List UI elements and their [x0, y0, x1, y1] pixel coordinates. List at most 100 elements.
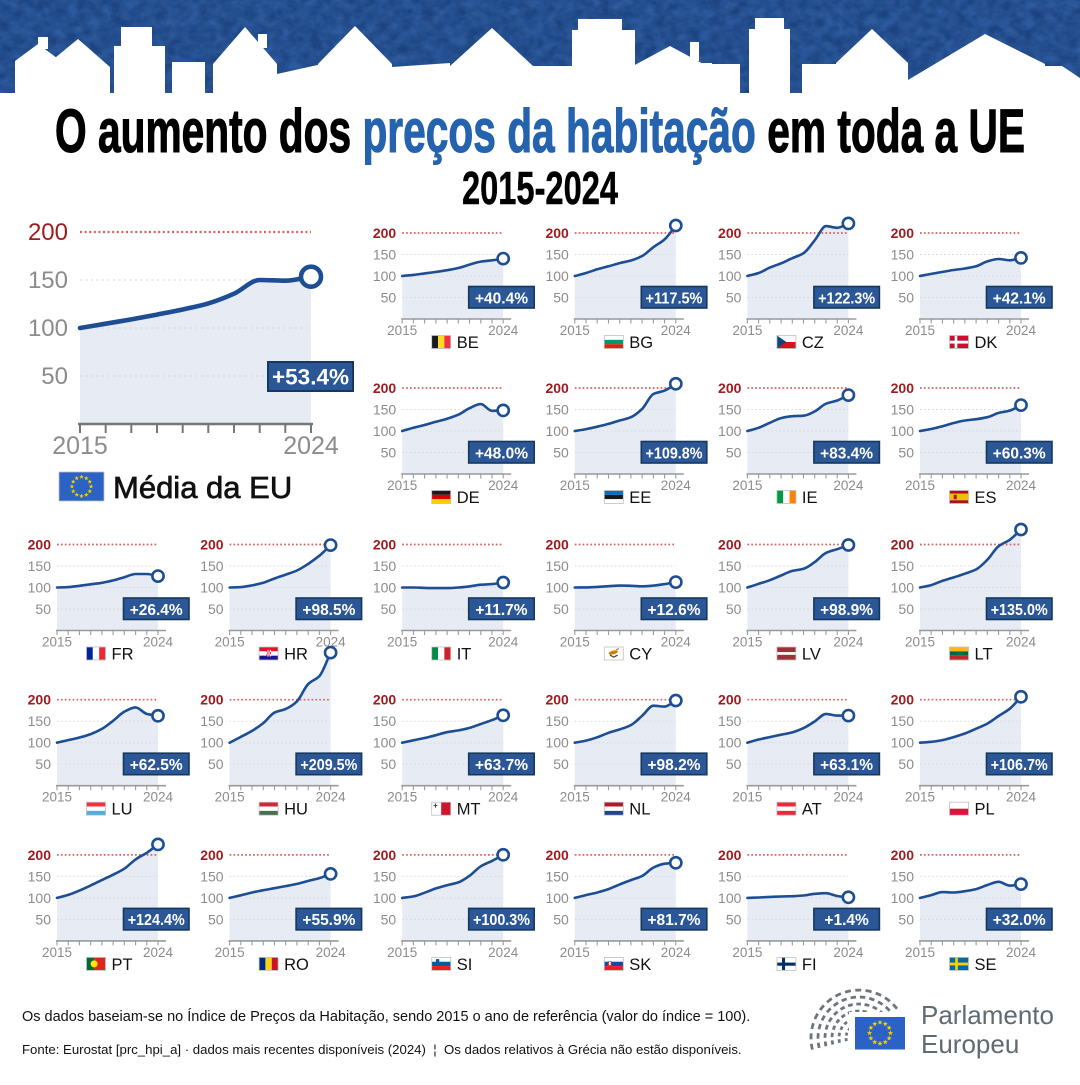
- svg-text:2024: 2024: [1006, 323, 1037, 338]
- svg-text:2015: 2015: [732, 945, 762, 960]
- svg-text:150: 150: [891, 247, 915, 263]
- svg-text:50: 50: [208, 911, 224, 927]
- svg-text:RO: RO: [284, 956, 309, 974]
- svg-text:50: 50: [381, 445, 397, 461]
- svg-text:100: 100: [28, 735, 52, 751]
- svg-text:CZ: CZ: [802, 334, 824, 352]
- svg-text:2024: 2024: [1006, 635, 1037, 650]
- svg-text:50: 50: [553, 911, 569, 927]
- svg-text:150: 150: [718, 247, 742, 263]
- svg-text:150: 150: [28, 868, 52, 884]
- svg-text:2015: 2015: [732, 635, 762, 650]
- svg-text:50: 50: [726, 911, 742, 927]
- svg-text:+11.7%: +11.7%: [475, 602, 527, 619]
- svg-text:50: 50: [553, 445, 569, 461]
- svg-text:2015: 2015: [905, 635, 935, 650]
- svg-text:50: 50: [35, 601, 51, 617]
- svg-text:2015: 2015: [905, 945, 935, 960]
- svg-text:+81.7%: +81.7%: [647, 912, 700, 929]
- svg-text:2024: 2024: [1006, 478, 1037, 493]
- svg-text:150: 150: [28, 267, 68, 294]
- svg-text:EE: EE: [629, 489, 651, 507]
- svg-text:2015-2024: 2015-2024: [462, 162, 618, 214]
- svg-text:100: 100: [373, 890, 397, 906]
- svg-text:150: 150: [545, 558, 569, 574]
- svg-text:2015: 2015: [732, 478, 762, 493]
- svg-text:150: 150: [200, 558, 224, 574]
- svg-text:CY: CY: [629, 646, 652, 664]
- svg-text:BG: BG: [629, 334, 653, 352]
- svg-text:200: 200: [373, 225, 397, 241]
- svg-text:150: 150: [891, 402, 915, 418]
- svg-text:2015: 2015: [387, 635, 417, 650]
- svg-text:150: 150: [373, 868, 397, 884]
- svg-text:150: 150: [891, 713, 915, 729]
- svg-text:50: 50: [208, 601, 224, 617]
- svg-text:+48.0%: +48.0%: [475, 445, 528, 462]
- svg-text:2015: 2015: [387, 323, 417, 338]
- svg-text:2024: 2024: [283, 432, 339, 460]
- svg-text:Fonte: Eurostat [prc_hpi_a] ·: Fonte: Eurostat [prc_hpi_a] · dados mais…: [22, 1042, 742, 1057]
- svg-text:+62.5%: +62.5%: [130, 757, 183, 774]
- svg-text:PL: PL: [975, 801, 995, 819]
- svg-text:200: 200: [200, 692, 224, 708]
- svg-text:150: 150: [545, 868, 569, 884]
- svg-text:100: 100: [200, 735, 224, 751]
- svg-text:100: 100: [200, 890, 224, 906]
- svg-text:200: 200: [545, 537, 569, 553]
- svg-text:50: 50: [898, 290, 914, 306]
- svg-text:+55.9%: +55.9%: [302, 912, 355, 929]
- svg-text:200: 200: [545, 225, 569, 241]
- svg-text:2024: 2024: [833, 635, 864, 650]
- svg-text:50: 50: [898, 911, 914, 927]
- svg-text:+117.5%: +117.5%: [646, 290, 703, 307]
- svg-text:+106.7%: +106.7%: [991, 757, 1048, 774]
- svg-text:50: 50: [726, 756, 742, 772]
- svg-text:Europeu: Europeu: [921, 1029, 1019, 1059]
- svg-text:150: 150: [891, 868, 915, 884]
- svg-text:2024: 2024: [833, 945, 864, 960]
- svg-text:2015: 2015: [52, 432, 108, 460]
- svg-text:+98.2%: +98.2%: [647, 757, 700, 774]
- svg-text:2024: 2024: [488, 790, 519, 805]
- svg-text:50: 50: [726, 445, 742, 461]
- svg-text:200: 200: [718, 537, 742, 553]
- svg-text:IE: IE: [802, 489, 818, 507]
- svg-text:2015: 2015: [732, 790, 762, 805]
- svg-text:200: 200: [891, 847, 915, 863]
- svg-text:2024: 2024: [488, 945, 519, 960]
- svg-text:2024: 2024: [661, 323, 692, 338]
- svg-text:200: 200: [373, 847, 397, 863]
- svg-text:MT: MT: [457, 801, 481, 819]
- svg-text:200: 200: [200, 537, 224, 553]
- svg-text:Parlamento: Parlamento: [921, 1000, 1054, 1030]
- svg-text:+60.3%: +60.3%: [993, 445, 1046, 462]
- svg-text:+12.6%: +12.6%: [647, 602, 700, 619]
- svg-text:LV: LV: [802, 646, 821, 664]
- svg-text:100: 100: [373, 580, 397, 596]
- svg-text:2015: 2015: [560, 635, 590, 650]
- svg-text:50: 50: [553, 756, 569, 772]
- svg-text:2015: 2015: [387, 478, 417, 493]
- svg-text:50: 50: [553, 290, 569, 306]
- svg-text:HR: HR: [284, 646, 308, 664]
- svg-text:50: 50: [381, 756, 397, 772]
- svg-text:150: 150: [373, 558, 397, 574]
- svg-text:2024: 2024: [1006, 790, 1037, 805]
- svg-text:2024: 2024: [316, 945, 347, 960]
- svg-text:+63.1%: +63.1%: [820, 757, 873, 774]
- svg-text:100: 100: [28, 890, 52, 906]
- svg-text:2024: 2024: [143, 635, 174, 650]
- svg-text:150: 150: [718, 558, 742, 574]
- svg-text:200: 200: [545, 380, 569, 396]
- svg-text:200: 200: [718, 225, 742, 241]
- svg-text:200: 200: [28, 537, 52, 553]
- svg-text:100: 100: [718, 268, 742, 284]
- svg-text:2015: 2015: [42, 945, 72, 960]
- svg-text:Os dados baseiam-se no Índice: Os dados baseiam-se no Índice de Preços …: [22, 1008, 750, 1025]
- svg-text:50: 50: [381, 601, 397, 617]
- svg-text:150: 150: [718, 402, 742, 418]
- svg-text:100: 100: [545, 423, 569, 439]
- svg-text:2024: 2024: [661, 945, 692, 960]
- svg-text:150: 150: [200, 713, 224, 729]
